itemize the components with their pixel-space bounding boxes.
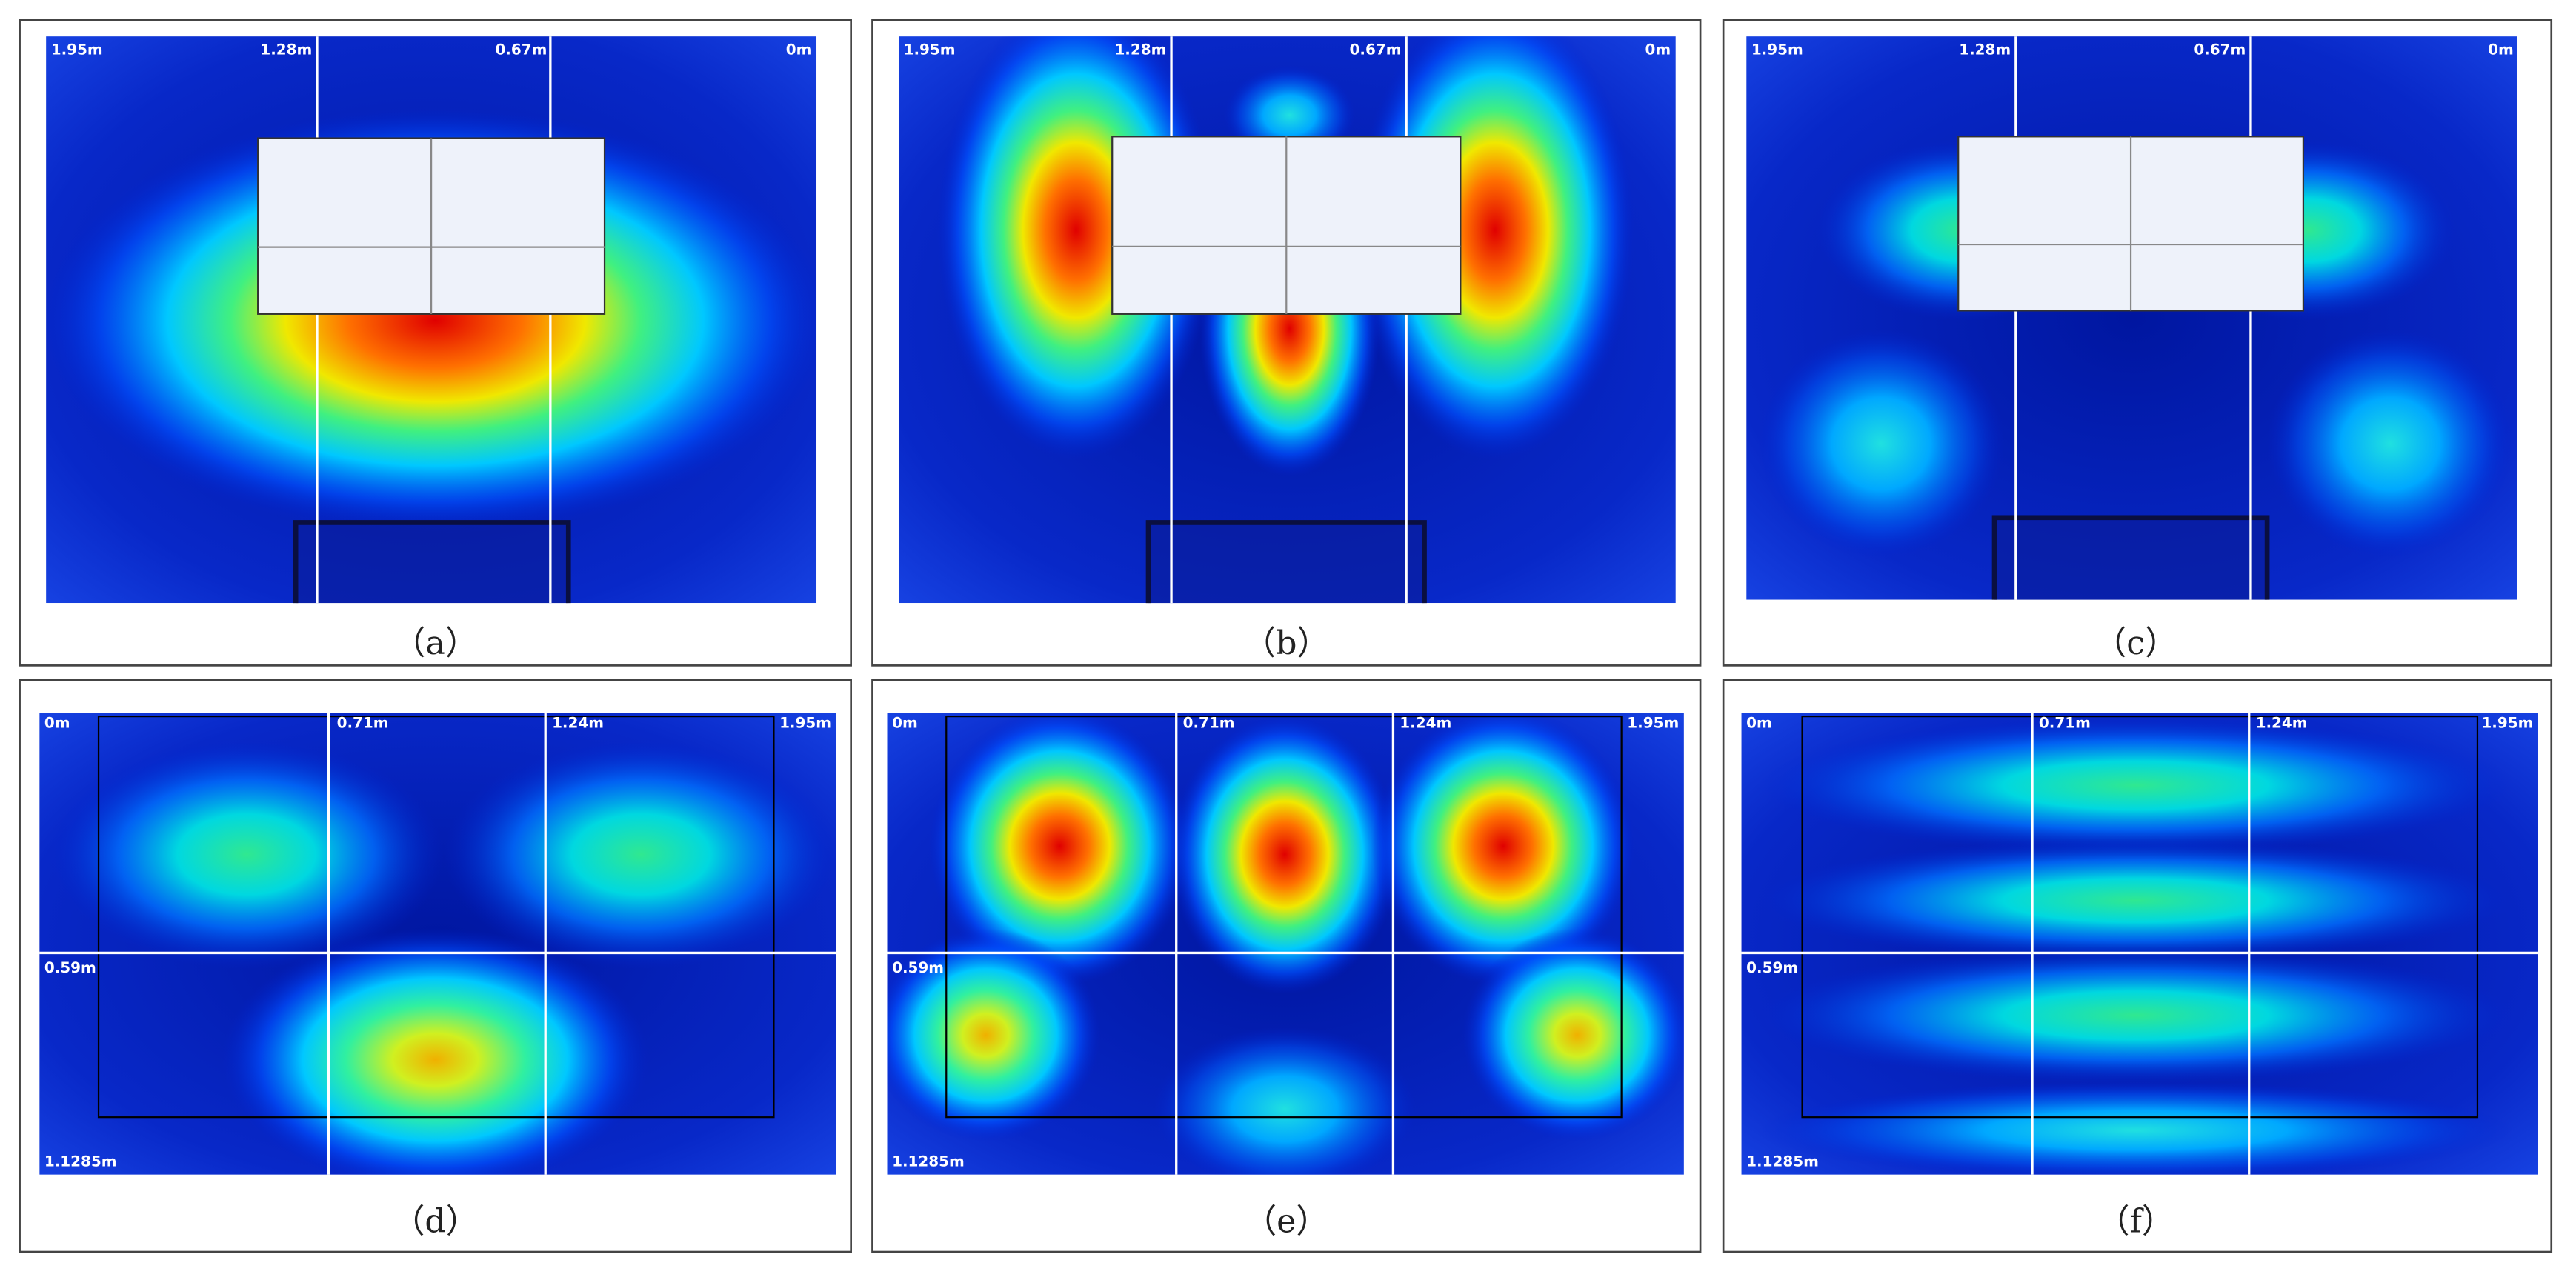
- field-blob: [222, 928, 649, 1175]
- position-label: 1.95m: [1627, 714, 1679, 732]
- position-label: 0m: [2488, 40, 2514, 58]
- position-label: 0m: [44, 714, 70, 732]
- panel: 0m 0.71m 1.24m 1.95m 0.59m 1.1285m （d）: [19, 679, 852, 1253]
- field-blob: [1153, 1027, 1417, 1175]
- field-blob: [49, 739, 444, 970]
- field-blob: [2267, 328, 2514, 559]
- position-label: 0.71m: [337, 714, 389, 732]
- position-label: 0.67m: [1350, 40, 1402, 58]
- heatmap: [46, 36, 817, 604]
- position-label: 1.95m: [51, 40, 103, 58]
- field-blob: [1757, 946, 2514, 1084]
- position-label: 1.24m: [2256, 714, 2308, 732]
- position-label: 1.28m: [260, 40, 312, 58]
- position-label: 0m: [1746, 714, 1772, 732]
- field-blob: [928, 713, 1191, 986]
- caption: （d）: [392, 1202, 479, 1240]
- field-blob: [46, 107, 817, 534]
- field-blob: [443, 739, 836, 970]
- position-label: 0.59m: [1746, 959, 1798, 976]
- position-label: 0m: [786, 40, 812, 58]
- field-blob: [1757, 1081, 2514, 1175]
- field-blob: [1757, 328, 2005, 559]
- field-blob: [887, 928, 1101, 1142]
- caption: （c）: [2094, 624, 2177, 662]
- heatmap: [1746, 36, 2517, 600]
- position-label: 1.95m: [2481, 714, 2533, 732]
- position-label: 0.67m: [2194, 40, 2246, 58]
- heatmap: [887, 713, 1684, 1175]
- panel: 1.95m 1.28m 0.67m 0m （a）: [19, 19, 852, 667]
- position-label: 0.59m: [44, 959, 96, 976]
- panel: 0m 0.71m 1.24m 1.95m 0.59m 1.1285m （f）: [1722, 679, 2553, 1253]
- position-label: 1.1285m: [44, 1153, 117, 1170]
- caption: （b）: [1243, 624, 1330, 662]
- base-outline: [293, 520, 571, 604]
- heatmap: [1741, 713, 2538, 1175]
- base-outline: [1991, 515, 2270, 600]
- field-blob: [1757, 716, 2514, 855]
- outline: [97, 716, 775, 1119]
- position-label: 1.1285m: [892, 1153, 965, 1170]
- position-label: 0m: [1645, 40, 1671, 58]
- field-blob: [1169, 714, 1400, 994]
- field-blob: [1462, 928, 1684, 1142]
- heatmap: [898, 36, 1676, 604]
- base-outline: [1145, 520, 1427, 604]
- position-label: 0.59m: [892, 959, 944, 976]
- panel: 1.95m 1.28m 0.67m 0m （b）: [871, 19, 1702, 667]
- panel: 0m 0.71m 1.24m 1.95m 0.59m 1.1285m （e）: [871, 679, 1702, 1253]
- outline: [945, 716, 1623, 1119]
- position-label: 0.71m: [2039, 714, 2091, 732]
- heatmap: [39, 713, 836, 1175]
- position-label: 1.28m: [1959, 40, 2011, 58]
- position-label: 0.71m: [1183, 714, 1235, 732]
- position-label: 1.1285m: [1746, 1153, 1819, 1170]
- position-label: 1.95m: [779, 714, 831, 732]
- position-label: 1.24m: [552, 714, 604, 732]
- field-blob: [1757, 838, 2514, 963]
- position-label: 0m: [892, 714, 918, 732]
- position-label: 1.28m: [1114, 40, 1166, 58]
- caption: （f）: [2097, 1202, 2174, 1240]
- position-label: 0.67m: [495, 40, 547, 58]
- panel: 1.95m 1.28m 0.67m 0m （c）: [1722, 19, 2553, 667]
- caption: （e）: [1244, 1202, 1329, 1240]
- caption: （a）: [393, 624, 478, 662]
- position-label: 1.95m: [904, 40, 956, 58]
- position-label: 1.95m: [1751, 40, 1803, 58]
- field-blob: [1371, 713, 1635, 986]
- position-label: 1.24m: [1400, 714, 1451, 732]
- outline: [1801, 716, 2479, 1119]
